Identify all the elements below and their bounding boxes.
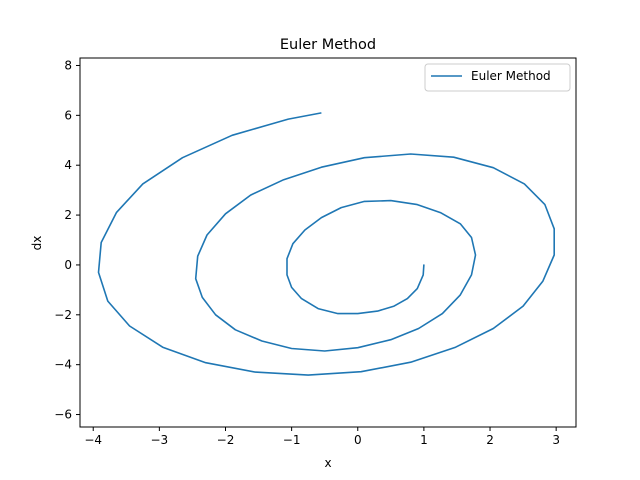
y-tick-label: −2: [54, 308, 72, 322]
y-tick-label: 4: [64, 158, 72, 172]
x-tick-label: 3: [552, 433, 560, 447]
chart-title: Euler Method: [280, 37, 376, 53]
legend-box: [424, 63, 571, 92]
x-tick-label: −3: [151, 433, 169, 447]
x-tick-label: −1: [283, 433, 301, 447]
x-tick-label: 2: [486, 433, 494, 447]
y-tick-label: 0: [64, 258, 72, 272]
y-tick-label: −4: [54, 358, 72, 372]
x-tick-label: 0: [354, 433, 362, 447]
x-axis: −4 −3 −2 −1 0 1 2 3: [84, 427, 560, 447]
series-line: [97, 112, 556, 376]
y-tick-label: 2: [64, 208, 72, 222]
x-axis-label: x: [324, 456, 331, 470]
legend-label: Euler Method: [471, 69, 551, 83]
x-tick-label: −4: [84, 433, 102, 447]
x-tick-label: −2: [217, 433, 235, 447]
legend: Euler Method: [424, 63, 571, 92]
x-tick-label: 1: [420, 433, 428, 447]
y-tick-label: −6: [54, 408, 72, 422]
y-axis-label: dx: [30, 236, 44, 251]
y-tick-label: 6: [64, 108, 72, 122]
plot-area: [79, 57, 577, 428]
y-tick-label: 8: [64, 58, 72, 72]
plot-frame: [79, 57, 577, 428]
y-axis: −6 −4 −2 0 2 4 6 8: [54, 58, 80, 422]
